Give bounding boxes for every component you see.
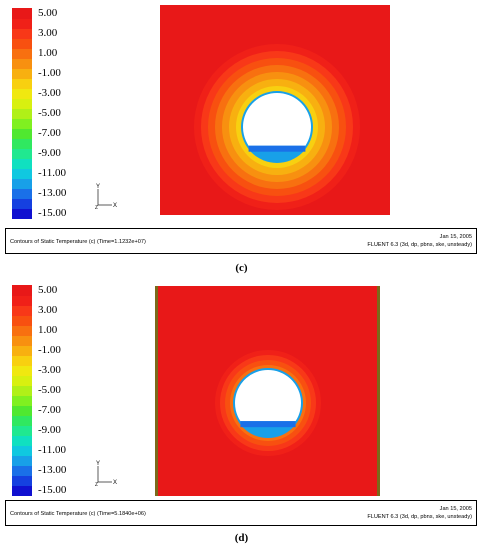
colorbar-tick-label: -9.00 xyxy=(38,147,61,159)
info-title: Contours of Static Temperature (c) (Time… xyxy=(10,239,146,245)
colorbar-swatch xyxy=(12,78,32,89)
colorbar-swatch xyxy=(12,128,32,139)
colorbar-swatch xyxy=(12,375,32,386)
colorbar-swatch xyxy=(12,198,32,209)
colorbar-tick-label: 5.00 xyxy=(38,7,58,19)
cold-floor-band xyxy=(240,421,296,428)
colorbar-swatch xyxy=(12,178,32,189)
colorbar-tick-label: 1.00 xyxy=(38,324,58,336)
figure-panel-d: 5.00 3.00 1.00 -1.00 -3.00 -5.00 -7.00 -9.00 -11… xyxy=(0,280,483,545)
colorbar-swatch xyxy=(12,465,32,476)
coordinate-axes-icon: Y X Z xyxy=(95,184,117,211)
colorbar-tick-label: -11.00 xyxy=(38,444,67,456)
coordinate-axes-icon: Y X Z xyxy=(95,461,117,488)
colorbar-tick-label: 1.00 xyxy=(38,47,58,59)
colorbar-swatch xyxy=(12,138,32,149)
colorbar-swatch xyxy=(12,88,32,99)
colorbar-swatch xyxy=(12,445,32,456)
colorbar-swatch xyxy=(12,68,32,79)
colorbar-tick-label: -1.00 xyxy=(38,67,61,79)
colorbar-swatch xyxy=(12,48,32,59)
colorbar-swatch xyxy=(12,295,32,306)
colorbar-swatch xyxy=(12,168,32,179)
colorbar-legend: 5.00 3.00 1.00 -1.00 -3.00 -5.00 -7.00 -9.00 -11… xyxy=(12,7,92,219)
colorbar-swatch xyxy=(12,158,32,169)
colorbar-swatch xyxy=(12,355,32,366)
subfigure-label: (d) xyxy=(234,532,249,544)
colorbar-swatch xyxy=(12,385,32,396)
colorbar-swatch xyxy=(12,435,32,446)
figure-panel-c: 5.00 3.00 1.00 -1.00 -3.00 -5.00 -7.00 -9.00 -11… xyxy=(0,0,483,274)
info-bar: Contours of Static Temperature (c) (Time… xyxy=(5,500,477,526)
colorbar-tick-label: 3.00 xyxy=(38,304,58,316)
tunnel-opening xyxy=(243,92,311,146)
axis-y-label: Y xyxy=(96,184,100,190)
colorbar-tick-label: -1.00 xyxy=(38,344,61,356)
colorbar-tick-label: -11.00 xyxy=(38,167,67,179)
colorbar-swatch xyxy=(12,395,32,406)
subfigure-label: (c) xyxy=(235,262,248,274)
colorbar-swatch xyxy=(12,8,32,19)
info-bar: Contours of Static Temperature (c) (Time… xyxy=(5,228,477,254)
info-solver: FLUENT 6.3 (3d, dp, pbns, ske, unsteady) xyxy=(367,514,472,520)
temperature-contour-field xyxy=(155,286,380,496)
axis-z-label: Z xyxy=(95,482,98,488)
temperature-contour-field xyxy=(160,5,390,215)
axis-y-label: Y xyxy=(96,461,100,467)
colorbar-swatch xyxy=(12,98,32,109)
colorbar-tick-label: -3.00 xyxy=(38,87,61,99)
colorbar-tick-label: -13.00 xyxy=(38,464,67,476)
colorbar-swatch xyxy=(12,18,32,29)
colorbar-swatch xyxy=(12,485,32,496)
colorbar-tick-label: -7.00 xyxy=(38,404,61,416)
colorbar-swatch xyxy=(12,208,32,219)
field-edge xyxy=(377,286,380,496)
info-date: Jan 15, 2005 xyxy=(439,506,472,512)
colorbar-tick-label: -5.00 xyxy=(38,107,61,119)
colorbar-swatch xyxy=(12,475,32,486)
field-edge xyxy=(155,286,158,496)
colorbar-tick-label: -13.00 xyxy=(38,187,67,199)
colorbar-swatch xyxy=(12,405,32,416)
colorbar-tick-label: 5.00 xyxy=(38,284,58,296)
colorbar-swatch xyxy=(12,148,32,159)
colorbar-swatch xyxy=(12,325,32,336)
colorbar-tick-label: -15.00 xyxy=(38,207,67,219)
colorbar-swatch xyxy=(12,345,32,356)
colorbar-swatch xyxy=(12,38,32,49)
colorbar-swatch xyxy=(12,188,32,199)
info-solver: FLUENT 6.3 (3d, dp, pbns, ske, unsteady) xyxy=(367,242,472,248)
info-title: Contours of Static Temperature (c) (Time… xyxy=(10,511,146,517)
colorbar-swatch xyxy=(12,108,32,119)
tunnel-opening xyxy=(235,370,301,422)
axis-x-label: X xyxy=(113,480,117,486)
colorbar-tick-label: 3.00 xyxy=(38,27,58,39)
colorbar-tick-label: -3.00 xyxy=(38,364,61,376)
colorbar-swatch xyxy=(12,335,32,346)
colorbar-swatch xyxy=(12,415,32,426)
colorbar-swatch xyxy=(12,285,32,296)
colorbar-swatch xyxy=(12,315,32,326)
cold-floor-band xyxy=(248,145,306,152)
colorbar-tick-label: -9.00 xyxy=(38,424,61,436)
colorbar-swatch xyxy=(12,425,32,436)
colorbar-swatch xyxy=(12,305,32,316)
colorbar-legend: 5.00 3.00 1.00 -1.00 -3.00 -5.00 -7.00 -9.00 -11… xyxy=(12,284,92,496)
colorbar-swatch xyxy=(12,118,32,129)
colorbar-tick-label: -7.00 xyxy=(38,127,61,139)
colorbar-swatch xyxy=(12,58,32,69)
colorbar-tick-label: -5.00 xyxy=(38,384,61,396)
colorbar-swatch xyxy=(12,365,32,376)
axis-x-label: X xyxy=(113,203,117,209)
colorbar-swatch xyxy=(12,28,32,39)
colorbar-swatch xyxy=(12,455,32,466)
colorbar-tick-label: -15.00 xyxy=(38,484,67,496)
info-date: Jan 15, 2005 xyxy=(439,234,472,240)
axis-z-label: Z xyxy=(95,205,98,211)
